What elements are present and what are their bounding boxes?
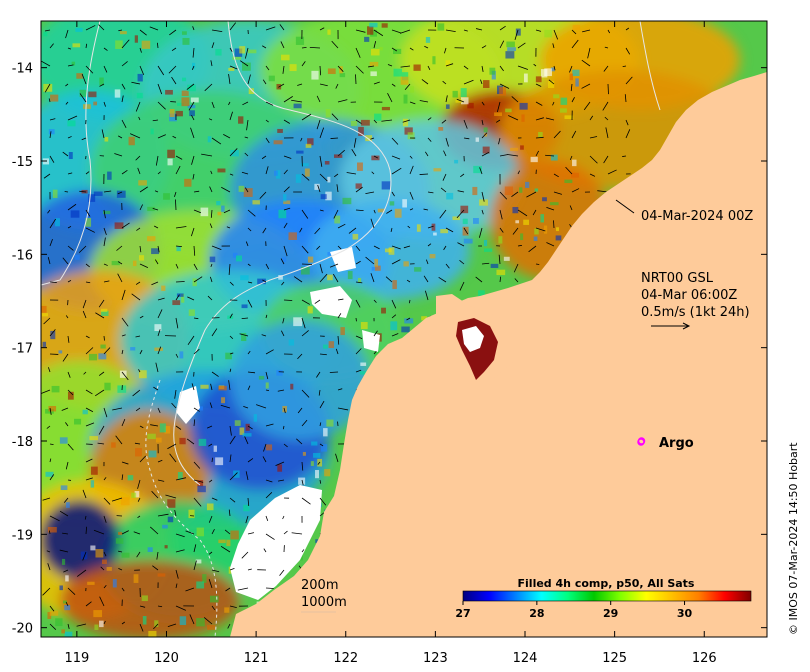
composite-time-label: 04-Mar-2024 00Z [641,209,753,224]
lon-tick-label: 124 [513,651,538,666]
lon-tick-label: 122 [333,651,358,666]
latitude-axis: -14 -15 -16 -17 -18 -19 -20 [12,62,767,637]
cape-peninsula [540,284,612,300]
lon-tick-label: 119 [64,651,89,666]
argo-legend-icon [637,438,645,446]
current-scale-arrow [651,322,691,330]
current-scale-label: 0.5m/s (1kt 24h) [641,305,750,320]
colorbar-title: Filled 4h comp, p50, All Sats [518,577,695,590]
plot-frame [40,20,768,638]
king-sound-inner [462,326,484,352]
colorbar-tick-label: 27 [455,607,470,620]
lat-tick-label: -15 [12,155,33,170]
longitude-axis: 119 120 121 122 123 124 125 126 [64,21,717,666]
side-credit: © IMOS 07-Mar-2024 14:50 Hobart [787,442,800,635]
colorbar-ticks: 27 28 29 30 [455,601,693,620]
bathymetry-contours [41,21,661,637]
lat-tick-label: -19 [12,528,33,543]
current-title: NRT00 GSL [641,271,714,286]
no-data-patches [176,247,380,600]
lat-tick-label: -18 [12,435,33,450]
lon-tick-label: 120 [154,651,179,666]
composite-time-pointer [615,199,635,214]
contour-1000m-label: 1000m [301,595,347,610]
map-plot-area [41,21,767,637]
lon-tick-label: 123 [423,651,448,666]
argo-label: Argo [659,436,694,451]
colorbar-gradient [462,590,752,602]
colorbar: Filled 4h comp, p50, All Sats 27 28 29 30 [455,577,752,620]
lat-tick-label: -20 [12,622,33,637]
lon-tick-label: 125 [602,651,627,666]
contour-200m-label: 200m [301,578,338,593]
colorbar-tick-label: 29 [603,607,618,620]
current-time: 04-Mar 06:00Z [641,288,737,303]
lon-tick-label: 126 [692,651,717,666]
lat-tick-label: -14 [12,62,33,77]
lat-tick-label: -17 [12,342,33,357]
colorbar-tick-label: 28 [529,607,544,620]
lat-tick-label: -16 [12,248,33,263]
colorbar-tick-label: 30 [677,607,693,620]
lon-tick-label: 121 [244,651,269,666]
